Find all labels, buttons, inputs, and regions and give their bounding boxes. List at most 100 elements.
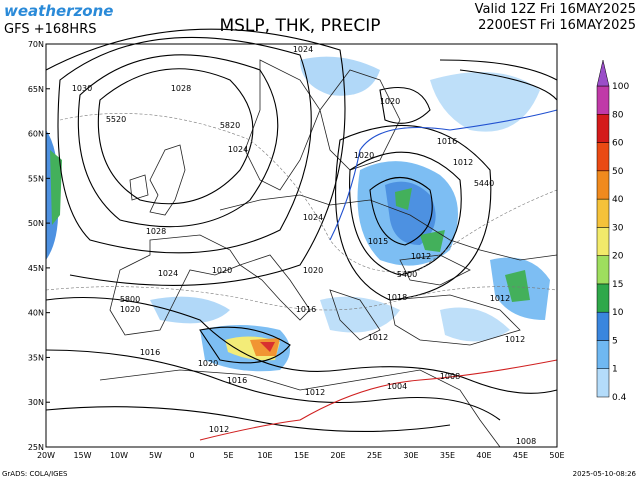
isobar-label: 1012 [453, 158, 473, 167]
isobar-label: 1024 [293, 45, 313, 54]
legend-label: 5 [612, 336, 618, 346]
map: 1024 1030 1028 5520 5820 1024 1020 1016 1012 1020… [28, 28, 565, 460]
lat-label: 60N [28, 130, 44, 139]
legend-label: 30 [612, 223, 624, 233]
isobar-label: 1012 [209, 425, 229, 434]
color-band [596, 170, 610, 200]
legend-label: 40 [612, 195, 624, 205]
lon-label: 30E [403, 451, 418, 460]
map-frame [45, 43, 558, 448]
legend-label: 0.4 [612, 393, 627, 403]
isobar-label: 1028 [171, 84, 191, 93]
isobar-label: 1020 [303, 266, 323, 275]
isobar-label: 1012 [505, 335, 525, 344]
legend-label: 10 [612, 308, 624, 318]
color-band [596, 114, 610, 143]
isobar-label: 5820 [220, 121, 240, 130]
lat-label: 65N [28, 85, 44, 94]
local-time: 2200EST Fri 16MAY2025 [478, 18, 636, 33]
model: GFS +168HRS [4, 22, 96, 37]
isobar-label: 1020 [212, 266, 232, 275]
isobar-label: 1020 [198, 359, 218, 368]
isobar-label: 1020 [120, 305, 140, 314]
lon-label: 35E [440, 451, 455, 460]
color-band [596, 85, 610, 115]
isobar-label: 5440 [474, 179, 494, 188]
color-band [596, 255, 610, 285]
isobar-label: 1008 [440, 372, 460, 381]
map-area [46, 44, 557, 447]
legend-label: 15 [612, 280, 623, 290]
legend-label: 1 [612, 365, 618, 375]
valid-time: Valid 12Z Fri 16MAY2025 [475, 2, 636, 17]
isobar-label: 1012 [305, 388, 325, 397]
legend-label: 100 [612, 82, 629, 92]
lat-label: 35N [28, 353, 44, 362]
isobar-label: 1024 [303, 213, 323, 222]
lon-label: 50E [549, 451, 564, 460]
lon-label: 0 [189, 451, 194, 460]
isobar-label: 1016 [227, 376, 247, 385]
isobar-label: 1030 [72, 84, 92, 93]
color-band [596, 142, 610, 172]
isobar-label: 1020 [354, 151, 374, 160]
isobar-label: 1012 [411, 252, 431, 261]
legend-label: 20 [612, 252, 624, 262]
lon-label: 45E [513, 451, 528, 460]
lon-label: 15W [73, 451, 91, 460]
lon-label: 20E [330, 451, 345, 460]
color-band [596, 368, 610, 398]
lat-label: 25N [28, 443, 44, 452]
lat-label: 45N [28, 264, 44, 273]
isobar-label: 1015 [368, 237, 388, 246]
lat-label: 40N [28, 309, 44, 318]
isobars [45, 28, 558, 432]
color-band [596, 340, 610, 369]
lat-label: 70N [28, 40, 44, 49]
title: MSLP, THK, PRECIP [219, 16, 380, 36]
isobar-label: 1012 [368, 333, 388, 342]
lon-label: 5E [223, 451, 233, 460]
isobar-label: 1012 [490, 294, 510, 303]
lon-label: 15E [294, 451, 309, 460]
isobar-label: 1004 [387, 382, 407, 391]
isobar-label: 1016 [296, 305, 316, 314]
legend-label: 80 [612, 110, 624, 120]
thickness-lines [45, 113, 558, 311]
lat-label: 50N [28, 219, 44, 228]
color-band [596, 283, 610, 313]
brand: weatherzone [4, 2, 113, 20]
isobar-label: 1024 [228, 145, 248, 154]
thickness-colored [199, 109, 558, 441]
isobar-label: 5800 [120, 295, 140, 304]
isobar-label: 5400 [397, 270, 417, 279]
isobar-label: 1028 [146, 227, 166, 236]
coastlines [99, 59, 558, 448]
legend-label: 50 [612, 167, 624, 177]
color-band [596, 311, 610, 341]
lon-label: 20W [37, 451, 55, 460]
lon-label: 10E [257, 451, 272, 460]
isobar-label: 1018 [387, 293, 407, 302]
color-band-top [596, 59, 610, 87]
lon-label: 5W [149, 451, 162, 460]
timestamp: 2025-05-10-08:26 [573, 470, 637, 478]
isobar-label: 1008 [516, 437, 536, 446]
isobar-label: 1020 [380, 97, 400, 106]
isobar-label: 1016 [437, 137, 457, 146]
lon-label: 25E [367, 451, 382, 460]
lat-label: 30N [28, 398, 44, 407]
lat-label: 55N [28, 174, 44, 183]
legend-label: 60 [612, 139, 624, 149]
color-band [596, 227, 610, 256]
isobar-label: 1024 [158, 269, 178, 278]
lon-label: 40E [476, 451, 491, 460]
isobar-label: 1016 [140, 348, 160, 357]
isobar-label: 5520 [106, 115, 126, 124]
color-band [596, 198, 610, 228]
lon-label: 10W [110, 451, 128, 460]
isobar-labels: 1024 1030 1028 5520 5820 1024 1020 1016 1012 1020… [72, 45, 536, 446]
source: GrADS: COLA/IGES [2, 470, 68, 478]
